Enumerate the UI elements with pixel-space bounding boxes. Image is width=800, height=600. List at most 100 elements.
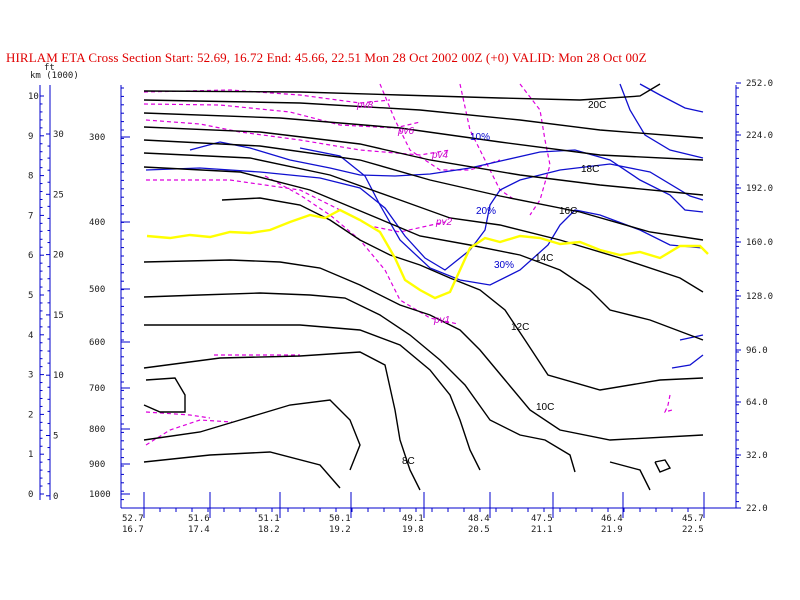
temperature-contour	[143, 83, 661, 101]
km-tick-label: 10	[28, 92, 39, 102]
km-axis-label: km (1000)	[30, 71, 79, 81]
x-lon-label: 17.4	[188, 525, 210, 535]
pv-contour	[145, 119, 451, 156]
pressure-tick-label: 1000	[89, 490, 111, 500]
x-lat-label: 47.5	[531, 514, 553, 524]
km-tick-label: 8	[28, 172, 33, 182]
temperature-contour	[143, 166, 704, 341]
temperature-contour	[143, 99, 704, 139]
temperature-contour	[143, 451, 341, 489]
right-tick-label: 22.0	[746, 504, 768, 514]
temperature-contour	[143, 377, 186, 413]
ft-tick-label: 5	[53, 432, 58, 442]
temperature-label: 16C	[559, 206, 577, 217]
pressure-tick-label: 600	[89, 338, 105, 348]
temperature-contour	[221, 197, 704, 391]
right-tick-group: 252.0 224.0 192.0 160.0 128.0 96.0 64.0 32.0 22.…	[736, 79, 773, 514]
km-tick-label: 2	[28, 410, 33, 420]
temperature-label: 10C	[536, 402, 554, 413]
right-tick-label: 64.0	[746, 398, 768, 408]
pressure-tick-label: 800	[89, 425, 105, 435]
ft-tick-label: 0	[53, 492, 58, 502]
pv-contour	[143, 89, 391, 104]
humidity-contour	[639, 83, 704, 113]
x-lat-label: 46.4	[601, 514, 623, 524]
pv-label: pv2	[435, 217, 453, 228]
temperature-contour	[143, 399, 361, 471]
right-tick-label: 252.0	[746, 79, 773, 89]
x-lon-label: 19.8	[402, 525, 424, 535]
pv-contour	[264, 175, 459, 325]
x-lat-label: 48.4	[468, 514, 490, 524]
km-tick-label: 0	[28, 490, 33, 500]
pv-contour	[379, 83, 501, 171]
tropopause-group	[146, 208, 709, 300]
pv-contour	[663, 394, 673, 413]
temperature-contour	[143, 112, 704, 161]
temperature-contour	[143, 152, 704, 293]
km-tick-label: 9	[28, 132, 33, 142]
ft-tick-label: 30	[53, 130, 64, 140]
km-tick-label: 7	[28, 211, 33, 221]
temperature-label: 8C	[402, 456, 415, 467]
humidity-label: 20%	[476, 206, 496, 217]
x-tick-group: 52.716.7 51.617.4 51.118.2 50.119.2 49.119.8…	[122, 492, 705, 535]
temperature-label: 14C	[535, 253, 553, 264]
right-tick-label: 128.0	[746, 292, 773, 302]
ft-axis-label: ft	[44, 63, 55, 73]
pv-label: pv4	[431, 150, 449, 161]
x-lon-label: 18.2	[258, 525, 280, 535]
temperature-contour	[143, 126, 704, 196]
temperature-contour	[143, 259, 704, 441]
chart-title: HIRLAM ETA Cross Section Start: 52.69, 1…	[6, 50, 647, 65]
pv-contour	[145, 411, 211, 419]
pv-label: pv1	[433, 315, 450, 326]
pv-label: pv8	[356, 100, 374, 111]
km-tick-label: 6	[28, 251, 33, 261]
right-tick-label: 224.0	[746, 131, 773, 141]
x-lon-label: 21.9	[601, 525, 623, 535]
km-tick-label: 1	[28, 450, 33, 460]
humidity-contour	[189, 141, 704, 213]
humidity-contour	[671, 354, 704, 369]
x-lon-label: 21.1	[531, 525, 553, 535]
pv-contour	[519, 83, 551, 216]
humidity-label: 30%	[494, 260, 514, 271]
temperature-contour	[143, 139, 704, 241]
temperature-contour	[609, 461, 651, 491]
tropopause-line	[146, 208, 709, 300]
pressure-tick-group: 300 400 500 600 700 800 900 1000	[89, 87, 130, 501]
km-tick-label: 3	[28, 371, 33, 381]
x-lat-label: 51.1	[258, 514, 280, 524]
humidity-contour	[619, 83, 704, 159]
pv-label: pv6	[397, 126, 415, 137]
pv-contour	[145, 419, 233, 446]
x-lon-label: 22.5	[682, 525, 704, 535]
x-lat-label: 52.7	[122, 514, 144, 524]
temperature-label: 18C	[581, 164, 599, 175]
humidity-label: 10%	[470, 132, 490, 143]
pv-contour	[146, 179, 446, 233]
right-tick-label: 96.0	[746, 346, 768, 356]
km-tick-label: 4	[28, 331, 33, 341]
x-lat-label: 45.7	[682, 514, 704, 524]
ft-tick-label: 25	[53, 190, 64, 200]
pv-contour	[143, 103, 421, 129]
pressure-tick-label: 700	[89, 384, 105, 394]
temperature-contour	[143, 292, 576, 473]
x-lat-label: 50.1	[329, 514, 351, 524]
right-tick-label: 192.0	[746, 184, 773, 194]
x-lat-label: 51.6	[188, 514, 210, 524]
x-lon-label: 20.5	[468, 525, 490, 535]
pressure-tick-label: 300	[89, 133, 105, 143]
pressure-tick-label: 400	[89, 218, 105, 228]
pressure-tick-label: 900	[89, 460, 105, 470]
ft-tick-label: 15	[53, 311, 64, 321]
temperature-contour	[144, 324, 481, 471]
ft-tick-group: 30 25 20 15 10 5 0	[46, 130, 64, 502]
pressure-tick-label: 500	[89, 285, 105, 295]
x-lon-label: 16.7	[122, 525, 144, 535]
contour-label-group: 20C 18C 16C 14C 12C 10C 8C 10% 20% 30% pv8 pv6 pv4 pv…	[356, 100, 606, 467]
